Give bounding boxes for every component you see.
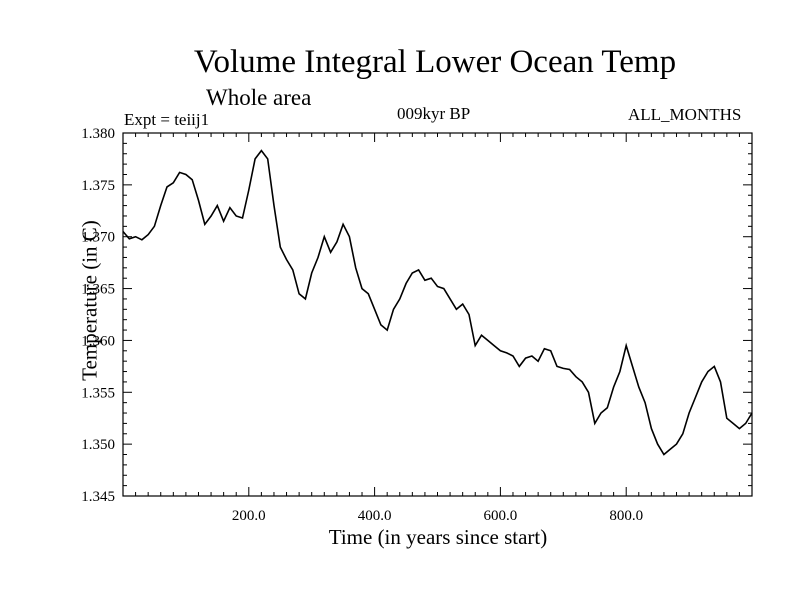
- plot-frame: [122, 132, 753, 497]
- x-tick-label: 800.0: [609, 508, 643, 524]
- y-tick-label: 1.350: [81, 437, 115, 453]
- x-tick-label: 400.0: [358, 508, 392, 524]
- months-label: ALL_MONTHS: [628, 105, 742, 124]
- y-tick-label: 1.365: [81, 282, 115, 298]
- y-tick-label: 1.360: [81, 333, 115, 349]
- chart-subtitle: Whole area: [206, 85, 312, 110]
- y-tick-label: 1.345: [81, 489, 115, 505]
- chart-title: Volume Integral Lower Ocean Temp: [193, 44, 677, 80]
- y-tick-label: 1.370: [81, 230, 115, 246]
- period-label: 009kyr BP: [397, 104, 471, 123]
- x-axis-label: Time (in years since start): [328, 525, 548, 549]
- y-tick-label: 1.375: [81, 178, 115, 194]
- experiment-label: Expt = teiij1: [124, 110, 210, 129]
- x-tick-label: 200.0: [232, 508, 266, 524]
- temperature-line: [122, 149, 753, 456]
- x-tick-label: 600.0: [484, 508, 518, 524]
- y-tick-label: 1.380: [81, 126, 115, 142]
- y-tick-label: 1.355: [81, 385, 115, 401]
